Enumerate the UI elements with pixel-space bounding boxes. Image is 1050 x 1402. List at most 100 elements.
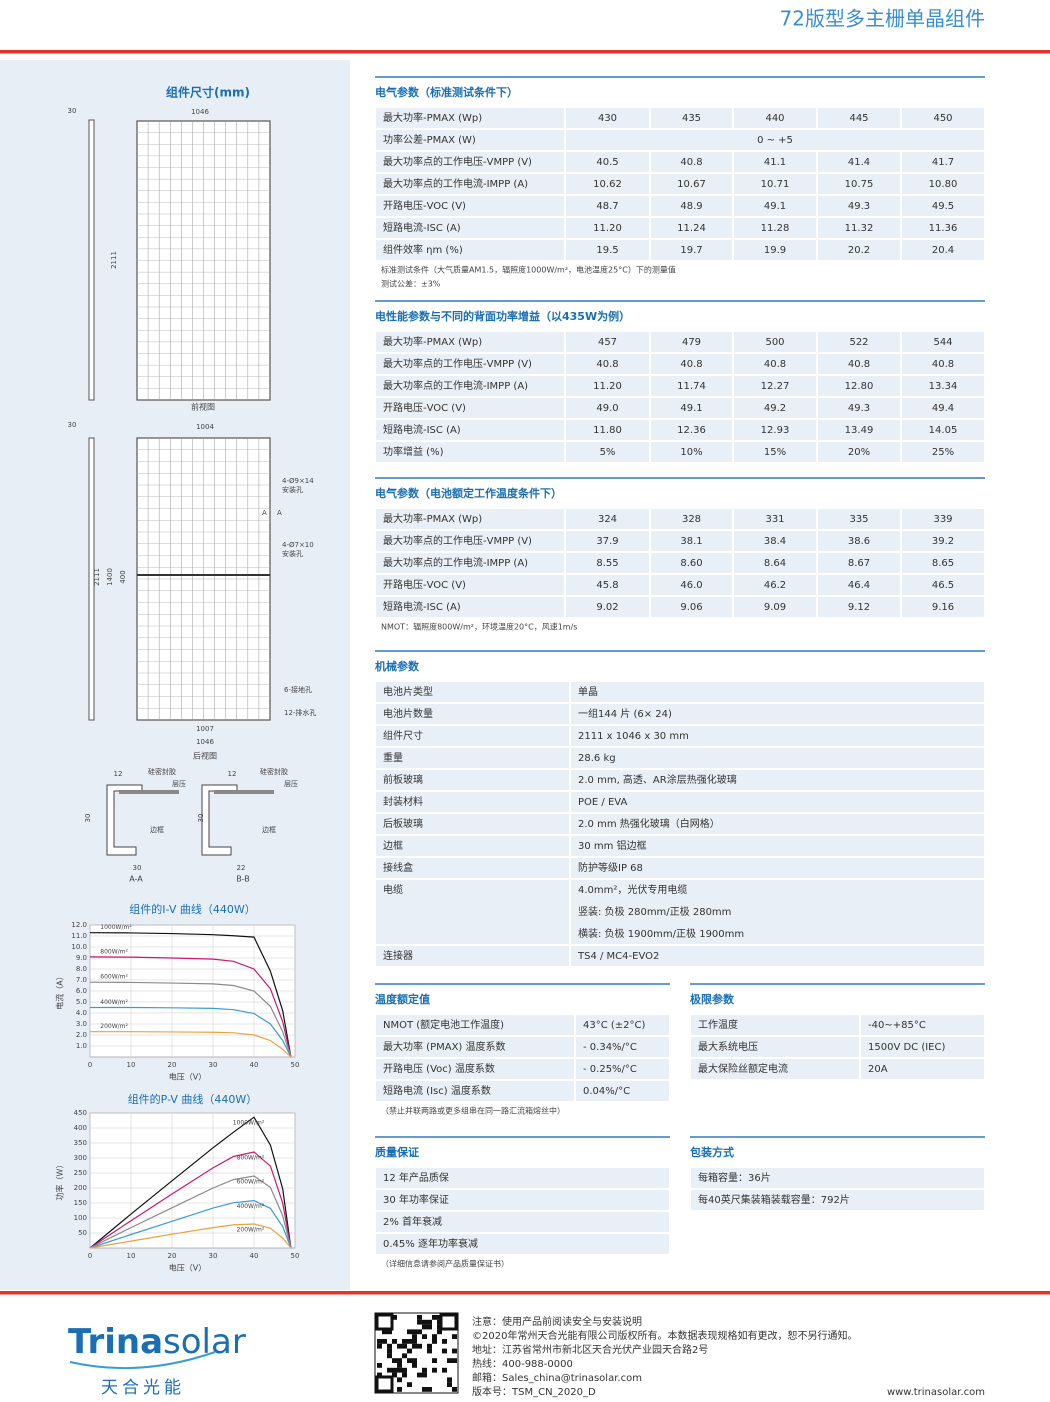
table-cell [376, 1168, 669, 1188]
y-tick-label: 1.0 [76, 1042, 87, 1050]
cell-text: 9.12 [848, 602, 870, 613]
x-tick-label: 40 [250, 1061, 259, 1069]
table-cell [376, 398, 564, 418]
section-title: 质量保证 [375, 1145, 419, 1159]
cell-text: 2% 首年衰减 [383, 1215, 442, 1228]
cell-text: - 0.25%/°C [583, 1064, 637, 1075]
cell-text: 12.93 [761, 425, 790, 436]
table-cell [376, 880, 569, 944]
qr-module [382, 1329, 387, 1335]
drawing-label: 边框 [262, 825, 276, 834]
table-cell [734, 108, 816, 128]
footer-line: ©2020年常州天合光能有限公司版权所有。本数据表现规格如有更改，恕不另行通知。 [472, 1329, 857, 1342]
qr-module [392, 1358, 397, 1363]
table-cell [818, 174, 900, 194]
cell-text: 9.16 [932, 602, 954, 613]
table-cell [902, 240, 984, 260]
cell-text: 最大功率点的工作电压-VMPP (V) [383, 357, 532, 370]
cell-text: 324 [598, 514, 617, 525]
cell-text: 接线盒 [383, 861, 413, 874]
table-cell [902, 108, 984, 128]
dimension: 1046 [196, 738, 214, 746]
qr-module [442, 1339, 447, 1344]
cell-text: 11.74 [677, 381, 706, 392]
table-cell [376, 946, 569, 966]
table-cell [861, 1059, 984, 1079]
section-title: 电气参数（电池额定工作温度条件下） [375, 486, 562, 500]
curve [89, 956, 292, 1058]
dimension: 22 [237, 864, 246, 872]
table-cell [376, 1015, 574, 1035]
x-tick-label: 10 [127, 1061, 136, 1069]
curve [89, 1151, 292, 1249]
table-cell [902, 597, 984, 617]
cell-text: 15% [764, 447, 786, 458]
cell-text: 335 [849, 514, 868, 525]
y-tick-label: 2.0 [76, 1031, 87, 1039]
qr-module [402, 1339, 407, 1344]
table-cell [734, 442, 816, 462]
table-cell [651, 152, 732, 172]
qr-module [422, 1319, 427, 1325]
x-tick-label: 20 [168, 1061, 177, 1069]
table-cell [651, 509, 732, 529]
dimension: 12 [228, 770, 237, 778]
y-tick-label: 4.0 [76, 1009, 87, 1017]
qr-module [447, 1358, 452, 1363]
dimension: 30 [68, 421, 77, 429]
cell-text: 49.2 [764, 403, 786, 414]
drawing-label: A [262, 509, 267, 517]
qr-module [397, 1367, 402, 1373]
table-cell [566, 332, 649, 352]
table-cell [651, 442, 732, 462]
cell-text: 20.4 [932, 245, 954, 256]
y-tick-label: 300 [74, 1154, 87, 1162]
cell-text: 544 [933, 337, 952, 348]
table-cell [691, 1037, 859, 1057]
cell-text: 5% [600, 447, 616, 458]
table-cell [376, 509, 564, 529]
table-cell [566, 553, 649, 573]
table-cell [734, 376, 816, 396]
cell-text: 工作温度 [698, 1018, 738, 1031]
cell-text: 一组144 片 (6× 24) [578, 707, 672, 720]
table-cell [566, 398, 649, 418]
table-cell [651, 174, 732, 194]
qr-module [422, 1324, 427, 1330]
cell-text: 重量 [383, 751, 403, 764]
qr-module [452, 1334, 457, 1339]
table-cell [566, 531, 649, 551]
cell-text: 开路电压-VOC (V) [383, 401, 466, 414]
table-cell [818, 531, 900, 551]
cell-text: 最大功率-PMAX (Wp) [383, 512, 482, 525]
side-view [88, 437, 95, 721]
table-cell [376, 376, 564, 396]
cell-text: 46.4 [848, 580, 870, 591]
qr-module [397, 1358, 402, 1363]
qr-finder [439, 1313, 458, 1331]
qr-module [402, 1367, 407, 1373]
cell-text: 0 ~ +5 [757, 135, 793, 146]
cell-text: 最大保险丝额定电流 [698, 1062, 788, 1075]
table-cell [376, 704, 569, 724]
cell-text: 电池片数量 [383, 707, 433, 720]
x-tick-label: 30 [209, 1061, 218, 1069]
cell-text: 最大系统电压 [698, 1040, 758, 1053]
cell-text: 最大功率 (PMAX) 温度系数 [383, 1040, 506, 1053]
drawing-label: 安装孔 [282, 485, 303, 494]
qr-module [397, 1387, 402, 1392]
qr-module [432, 1367, 437, 1373]
table-cell [566, 174, 649, 194]
cell-text: 49.3 [848, 403, 870, 414]
table-cell [376, 531, 564, 551]
table-cell [734, 398, 816, 418]
qr-module [417, 1319, 422, 1325]
cell-text: 11.36 [929, 223, 958, 234]
cell-text: 49.3 [848, 201, 870, 212]
qr-module [432, 1315, 437, 1320]
dimension: 30 [68, 107, 77, 115]
cell-text: 48.7 [596, 201, 618, 212]
note: （禁止并联两路或更多组串在同一路汇流箱熔丝中） [381, 1106, 565, 1116]
cell-text: 49.4 [932, 403, 954, 414]
section-title: 机械参数 [375, 659, 420, 673]
